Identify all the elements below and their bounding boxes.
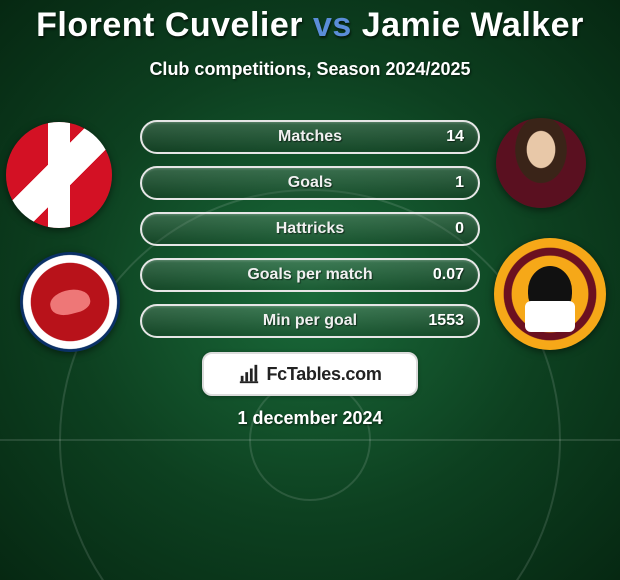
stat-label: Hattricks [142, 214, 478, 244]
stat-value-right: 1 [455, 168, 464, 198]
title-vs: vs [313, 6, 352, 44]
stat-value-right: 0.07 [433, 260, 464, 290]
stat-label: Goals [142, 168, 478, 198]
title-player2: Jamie Walker [362, 6, 584, 44]
player2-avatar [496, 118, 586, 208]
club2-badge [494, 238, 606, 350]
stat-value-right: 14 [446, 122, 464, 152]
stat-row-mpg: Min per goal 1553 [140, 304, 480, 338]
stat-row-hattricks: Hattricks 0 [140, 212, 480, 246]
stat-label: Goals per match [142, 260, 478, 290]
stat-row-gpm: Goals per match 0.07 [140, 258, 480, 292]
brand-text: FcTables.com [266, 364, 381, 385]
title-player1: Florent Cuvelier [36, 6, 303, 44]
player1-avatar [6, 122, 112, 228]
stat-row-matches: Matches 14 [140, 120, 480, 154]
stat-value-right: 0 [455, 214, 464, 244]
stat-label: Matches [142, 122, 478, 152]
page-title: Florent Cuvelier vs Jamie Walker [0, 6, 620, 45]
stat-row-goals: Goals 1 [140, 166, 480, 200]
stat-value-right: 1553 [428, 306, 464, 336]
brand-box: FcTables.com [202, 352, 418, 396]
date-label: 1 december 2024 [0, 408, 620, 429]
stats-panel: Matches 14 Goals 1 Hattricks 0 Goals per… [140, 120, 480, 350]
subtitle: Club competitions, Season 2024/2025 [0, 59, 620, 80]
bar-chart-icon [238, 363, 260, 385]
club1-badge [20, 252, 120, 352]
